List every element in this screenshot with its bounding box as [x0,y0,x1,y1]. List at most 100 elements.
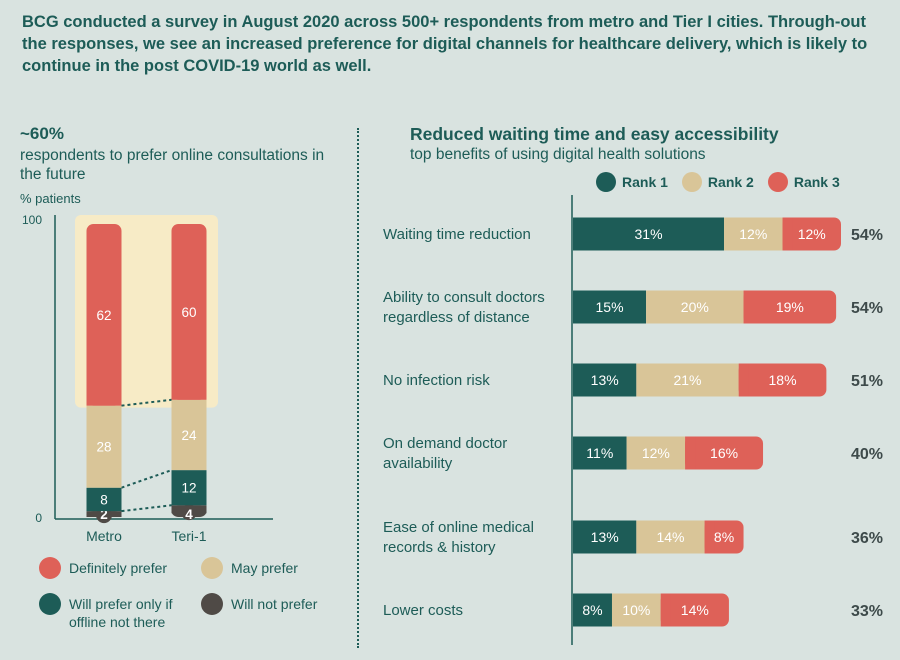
hbar-segment [646,290,744,324]
hbar-data-label: 11% [586,445,613,461]
total-label: 54% [851,300,883,317]
hbar-data-label: 31% [635,226,663,242]
category-label: No infection risk [383,372,490,389]
hbar-segment [685,436,696,470]
connector-line [121,398,172,407]
hbar-data-label: 13% [591,529,619,545]
hbar-data-label: 18% [769,372,797,388]
hbar-data-label: 8% [714,529,734,545]
legend-will-not-prefer-label: Will not prefer [231,596,318,612]
total-label: 51% [851,373,883,390]
legend-rank-3-label: Rank 3 [793,174,840,190]
hbar-segment [573,363,637,397]
bar-data-label: 24 [181,428,197,443]
y-axis-label: % patients [20,191,81,206]
hbar-segment [743,290,754,324]
hbar-data-label: 13% [591,372,619,388]
will-prefer-only-swatch [39,593,61,615]
bar-segment [86,397,122,406]
hbar-segment [704,520,715,554]
hbar-segment [573,290,647,324]
bar-segment [171,399,207,471]
category-label: Waiting time reduction [383,226,531,243]
hbar-stack: 15% 20% 19% [573,290,837,324]
bar-data-label: 60 [181,305,196,320]
hbar-segment [738,363,749,397]
definitely-prefer-swatch [39,557,61,579]
category-label: Ability to consult doctors regardless of … [383,289,545,326]
right-title: Reduced waiting time and easy accessibil… [410,124,779,144]
headline-percentage: ~60% [20,124,64,143]
hbar-segment [782,217,793,251]
hbar-segment [626,436,686,470]
legend-definitely-prefer-label: Definitely prefer [69,560,168,576]
legend-will-prefer-only-label: Will prefer only if offline not there [69,596,173,630]
rank-legend: Rank 1 Rank 2 Rank 3 [596,172,840,192]
hbar-segment [685,436,764,470]
hbar-segment [782,217,841,251]
hbar-segment [660,593,671,627]
category-label: Lower costs [383,602,463,619]
bar-data-label: 4 [185,507,193,522]
bar-data-label: 12 [181,481,196,496]
hbar-data-label: 16% [710,445,738,461]
bar-segment [86,487,122,512]
x-tick-label: Metro [86,528,122,544]
hbar-segment [724,217,783,251]
hbar-segment [573,520,637,554]
hbar-data-label: 19% [776,299,804,315]
bar-segment [86,224,122,406]
hbar-data-label: 14% [681,602,709,618]
hbar-data-label: 8% [582,602,602,618]
y-tick-label: 0 [35,511,42,525]
right-subtitle: top benefits of using digital health sol… [410,146,706,163]
hbar-stack: 11% 12% 16% [573,436,764,470]
will-not-prefer-swatch [201,593,223,615]
hbar-segment [573,217,725,251]
total-label: 36% [851,530,883,547]
bar-segment-cap [181,504,197,521]
hbar-data-label: 21% [673,372,701,388]
hbar-stack: 8% 10% 14% [573,593,729,627]
rank-2-swatch [681,172,702,192]
bar-data-label: 28 [96,440,111,455]
hbar-data-label: 20% [681,299,709,315]
hbar-stack: 31% 12% 12% [573,217,841,251]
panel-divider [357,128,359,648]
hbar-segment [573,593,612,627]
hbar-data-label: 15% [596,299,624,315]
legend-rank-1: Rank 1 [596,172,668,192]
hbar-segment [660,593,729,627]
hbar-data-label: 10% [622,602,650,618]
hbar-stack: 13% 21% 18% [573,363,827,397]
hbar-segment [636,363,739,397]
bar-stack: 28 28 62 [86,224,122,524]
hbar-segment [611,593,661,627]
hbar-segment [743,290,837,324]
legend-may-prefer-label: May prefer [231,560,298,576]
rank-1-swatch [596,172,616,192]
hbar-data-label: 12% [739,226,767,242]
hbar-data-label: 12% [798,226,826,242]
legend-rank-3: Rank 3 [767,172,840,192]
connector-line [121,504,172,513]
bar-segment [171,224,207,400]
left-subtitle: respondents to prefer online consultatio… [20,147,325,183]
x-tick-label: Teri-1 [171,528,206,544]
total-label: 33% [851,603,883,620]
hbar-segment [573,436,627,470]
legend-rank-2: Rank 2 [681,172,754,192]
bar-segment [171,470,207,506]
connector-line [121,469,172,489]
y-tick-label: 100 [22,213,42,227]
bar-data-label: 2 [100,507,108,522]
bar-data-label: 8 [100,492,108,507]
legend-rank-1-label: Rank 1 [622,174,668,190]
hbar-stack: 13% 14% 8% [573,520,744,554]
preference-stacked-bar-chart: % patients 100 0 28 28 62 Metro 4 12 24 60 Teri-1 [20,191,273,544]
bar-data-label: 62 [96,308,111,323]
hbar-data-label: 12% [642,445,670,461]
hbar-segment [636,520,705,554]
bar-segment [86,405,122,488]
